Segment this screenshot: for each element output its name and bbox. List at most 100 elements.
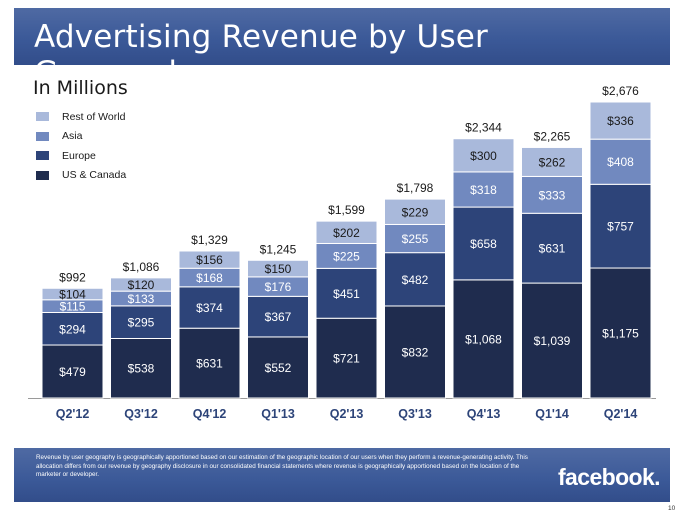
bar-segment-europe <box>384 252 446 307</box>
data-label-europe: $658 <box>470 237 497 251</box>
legend-swatch-rest-of-world <box>36 112 49 122</box>
total-label: $1,086 <box>123 260 160 274</box>
data-label-us-canada: $1,175 <box>602 327 639 341</box>
data-label-us-canada: $1,039 <box>534 334 571 348</box>
bar-segment-rest-of-world <box>384 198 446 225</box>
bar-segment-asia <box>315 242 378 269</box>
bar-segment-rest-of-world <box>178 250 241 269</box>
x-tick-label: Q2'13 <box>330 407 364 421</box>
data-label-europe: $367 <box>265 310 292 324</box>
legend-item-us-canada: US & Canada <box>36 166 126 186</box>
data-label-rest-of-world: $229 <box>402 205 429 219</box>
bar-segment-us-canada <box>315 317 378 399</box>
data-label-us-canada: $1,068 <box>465 332 502 346</box>
x-tick-label: Q1'13 <box>261 407 295 421</box>
bar-segment-europe <box>110 305 172 339</box>
legend-item-asia: Asia <box>36 127 126 147</box>
data-label-rest-of-world: $300 <box>470 149 497 163</box>
total-label: $1,329 <box>191 233 228 247</box>
data-label-asia: $133 <box>128 292 155 306</box>
page-title: Advertising Revenue by User Geography <box>34 19 489 91</box>
x-tick-label: Q3'12 <box>124 407 158 421</box>
x-tick-label: Q1'14 <box>535 407 569 421</box>
bar-segment-rest-of-world <box>315 220 378 244</box>
data-label-asia: $318 <box>470 183 497 197</box>
bar-segment-us-canada <box>247 336 309 399</box>
data-label-us-canada: $721 <box>333 352 360 366</box>
data-label-us-canada: $552 <box>265 361 292 375</box>
x-tick-label: Q2'14 <box>604 407 638 421</box>
legend-swatch-europe <box>36 151 49 161</box>
data-label-rest-of-world: $156 <box>196 253 223 267</box>
legend-label-asia: Asia <box>62 130 83 143</box>
bar-segment-rest-of-world <box>589 101 652 140</box>
total-label: $992 <box>59 270 86 284</box>
footer-banner: Revenue by user geography is geographica… <box>14 448 670 502</box>
data-label-asia: $333 <box>539 188 566 202</box>
data-label-asia: $176 <box>265 280 292 294</box>
facebook-logo: facebook. <box>558 464 661 490</box>
legend-label-us-canada: US & Canada <box>62 169 127 182</box>
bar-segment-europe <box>452 206 515 281</box>
bar-segment-us-canada <box>41 344 104 399</box>
data-label-rest-of-world: $150 <box>265 262 292 276</box>
bar-segment-europe <box>315 267 378 319</box>
data-label-asia: $115 <box>60 300 86 314</box>
bar-segment-rest-of-world <box>452 138 515 173</box>
data-label-europe: $631 <box>539 242 566 256</box>
x-tick-label: Q4'12 <box>193 407 227 421</box>
bar-segment-rest-of-world <box>41 287 104 301</box>
legend-item-rest-of-world: Rest of World <box>36 107 126 127</box>
data-label-asia: $255 <box>402 232 429 246</box>
bar-segment-europe <box>41 311 104 346</box>
bar-segment-us-canada <box>589 267 652 399</box>
data-label-europe: $482 <box>402 273 429 287</box>
total-label: $2,265 <box>534 129 571 143</box>
data-label-asia: $408 <box>607 155 634 169</box>
chart-legend: Rest of World Asia Europe US & Canada <box>36 107 126 185</box>
bar-segment-europe <box>521 212 583 284</box>
bar-segment-europe <box>589 183 652 269</box>
data-label-europe: $451 <box>333 287 360 301</box>
x-tick-label: Q2'12 <box>56 407 90 421</box>
data-label-rest-of-world: $104 <box>59 288 86 302</box>
title-banner: Advertising Revenue by User Geography <box>14 8 670 91</box>
x-tick-label: Q3'13 <box>398 407 432 421</box>
page-number: 10 <box>668 505 676 512</box>
x-tick-label: Q4'13 <box>467 407 501 421</box>
legend-label-rest-of-world: Rest of World <box>62 110 126 123</box>
bar-segment-europe <box>247 295 309 338</box>
data-label-europe: $757 <box>607 220 634 234</box>
data-label-asia: $225 <box>333 249 360 263</box>
data-label-rest-of-world: $262 <box>539 155 566 169</box>
data-label-us-canada: $479 <box>59 365 86 379</box>
data-label-rest-of-world: $120 <box>128 278 155 292</box>
legend-item-europe: Europe <box>36 146 126 166</box>
total-label: $2,344 <box>465 121 502 135</box>
data-label-asia: $168 <box>196 271 223 285</box>
bar-segment-europe <box>178 286 241 329</box>
legend-swatch-asia <box>36 131 49 141</box>
bar-segment-us-canada <box>110 337 172 399</box>
bar-segment-us-canada <box>452 279 515 399</box>
bar-segment-asia <box>521 175 583 214</box>
legend-swatch-us-canada <box>36 170 49 180</box>
bar-segment-rest-of-world <box>110 277 172 292</box>
data-label-rest-of-world: $336 <box>607 114 634 128</box>
total-label: $1,245 <box>260 242 297 256</box>
data-label-europe: $294 <box>59 322 86 336</box>
data-label-us-canada: $538 <box>128 362 155 376</box>
legend-label-europe: Europe <box>62 149 96 162</box>
data-label-us-canada: $631 <box>196 357 223 371</box>
total-label: $2,676 <box>602 84 639 98</box>
total-label: $1,599 <box>328 203 365 217</box>
footnote-text: Revenue by user geography is geographica… <box>36 454 528 479</box>
bar-segment-rest-of-world <box>247 259 309 278</box>
total-label: $1,798 <box>397 181 434 195</box>
data-label-rest-of-world: $202 <box>333 226 360 240</box>
bar-segment-asia <box>384 223 446 254</box>
data-label-us-canada: $832 <box>402 345 429 359</box>
bar-segment-asia <box>452 171 515 208</box>
data-label-europe: $295 <box>128 316 155 330</box>
